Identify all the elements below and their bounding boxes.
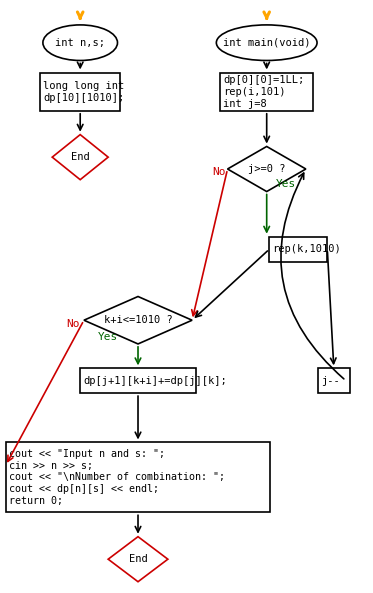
Text: dp[j+1][k+i]+=dp[j][k];: dp[j+1][k+i]+=dp[j][k]; bbox=[83, 376, 227, 385]
Polygon shape bbox=[228, 146, 306, 192]
Text: j--: j-- bbox=[321, 376, 340, 385]
Polygon shape bbox=[108, 537, 168, 582]
Text: int main(void): int main(void) bbox=[223, 38, 310, 47]
FancyBboxPatch shape bbox=[318, 368, 350, 393]
FancyBboxPatch shape bbox=[6, 442, 270, 512]
Text: No: No bbox=[213, 167, 226, 177]
FancyBboxPatch shape bbox=[40, 73, 120, 111]
Text: int n,s;: int n,s; bbox=[55, 38, 105, 47]
Text: dp[0][0]=1LL;
rep(i,101)
int j=8: dp[0][0]=1LL; rep(i,101) int j=8 bbox=[223, 75, 304, 109]
Text: Yes: Yes bbox=[98, 332, 118, 342]
Text: End: End bbox=[71, 152, 90, 162]
Polygon shape bbox=[84, 296, 192, 344]
Ellipse shape bbox=[43, 25, 117, 60]
Text: Yes: Yes bbox=[276, 179, 296, 189]
FancyBboxPatch shape bbox=[80, 368, 196, 393]
Ellipse shape bbox=[216, 25, 317, 60]
FancyBboxPatch shape bbox=[220, 73, 313, 111]
Text: long long int
dp[10][1010];: long long int dp[10][1010]; bbox=[43, 81, 124, 103]
Text: End: End bbox=[129, 554, 147, 564]
Text: rep(k,1010): rep(k,1010) bbox=[272, 244, 341, 254]
Text: j>=0 ?: j>=0 ? bbox=[248, 164, 285, 174]
Text: k+i<=1010 ?: k+i<=1010 ? bbox=[104, 315, 172, 325]
Text: No: No bbox=[67, 320, 80, 329]
Text: cout << "Input n and s: ";
cin >> n >> s;
cout << "\nNumber of combination: ";
c: cout << "Input n and s: "; cin >> n >> s… bbox=[9, 449, 225, 506]
FancyBboxPatch shape bbox=[269, 237, 327, 262]
Polygon shape bbox=[52, 135, 108, 180]
